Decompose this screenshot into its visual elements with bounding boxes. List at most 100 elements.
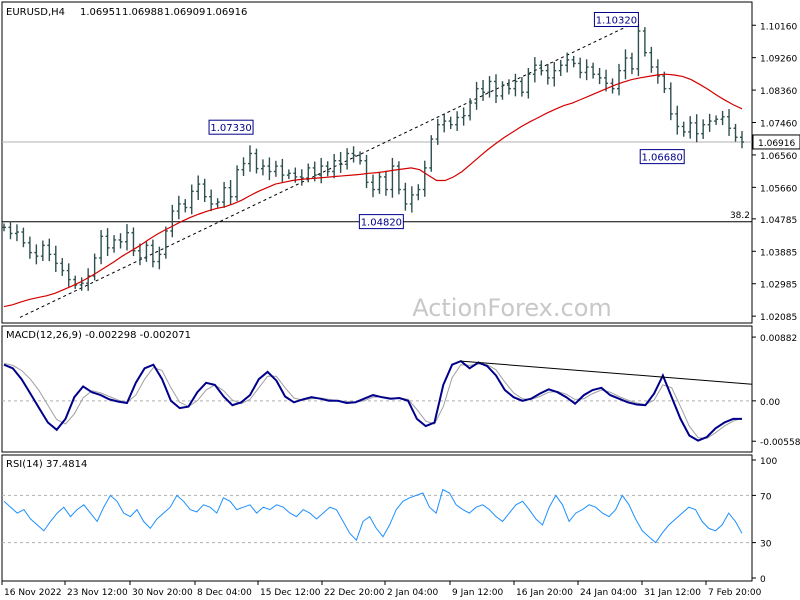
- price-bar: [105, 228, 110, 257]
- price-bar: [468, 98, 473, 121]
- macd-panel-frame: [1, 325, 753, 453]
- price-annotation: 1.04820: [358, 214, 404, 230]
- price-y-tick-label: 1.03885: [760, 248, 797, 258]
- level-38-label: 38.2: [730, 211, 750, 221]
- open-value: 1.06951: [80, 7, 121, 18]
- price-bar: [494, 74, 498, 104]
- price-bar: [99, 230, 104, 265]
- price-bar: [597, 67, 602, 85]
- price-bar: [60, 258, 65, 276]
- price-bar: [319, 157, 324, 184]
- price-bar: [390, 157, 395, 198]
- price-panel-frame: [1, 1, 753, 324]
- price-bar: [157, 246, 162, 270]
- price-bar: [189, 184, 194, 215]
- macd-y-tick-label: -0.005586: [760, 438, 800, 448]
- price-bar: [163, 226, 168, 259]
- price-bar: [571, 55, 576, 68]
- price-bar: [539, 60, 544, 76]
- price-bar: [532, 57, 537, 83]
- price-bar: [325, 161, 330, 177]
- price-annotation-label: 1.04820: [361, 218, 402, 229]
- x-tick-label: 22 Dec 20:00: [324, 588, 385, 598]
- price-bar: [649, 46, 654, 73]
- price-bar: [21, 227, 26, 248]
- price-layer: 38.2 1.10320 1.07330 1.06680 1.04820: [2, 11, 752, 318]
- price-bar: [435, 118, 440, 145]
- price-y-tick-label: 1.04785: [760, 216, 797, 226]
- price-annotation-box: [593, 11, 639, 27]
- price-bar: [584, 59, 589, 81]
- x-tick-label: 16 Jan 20:00: [516, 588, 573, 598]
- price-y-tick-label: 1.02085: [760, 313, 797, 323]
- rsi-y-tick-label: 70: [760, 492, 772, 502]
- price-bar: [144, 241, 149, 262]
- price-bar: [371, 174, 375, 198]
- x-tick-label: 15 Dec 12:00: [260, 588, 321, 598]
- price-bar: [137, 243, 142, 266]
- price-bar: [248, 145, 252, 172]
- price-bar: [170, 204, 175, 238]
- price-bar: [694, 114, 699, 143]
- price-annotation-box: [358, 214, 404, 230]
- price-bar: [267, 157, 272, 181]
- price-bar: [409, 186, 414, 213]
- x-tick-label: 24 Jan 04:00: [580, 588, 637, 598]
- price-bar: [733, 123, 738, 142]
- axis-layer: 1.10160 1.09260 1.08360 1.07460 1.06560 1.056…: [1, 22, 800, 598]
- price-bar: [118, 233, 123, 249]
- high-value: 1.06988: [122, 7, 163, 18]
- price-bar: [176, 195, 181, 220]
- price-bar: [720, 110, 725, 126]
- price-bar: [487, 76, 492, 98]
- price-bar: [260, 159, 265, 176]
- price-bar: [519, 77, 524, 97]
- price-bar: [396, 161, 401, 195]
- price-bar: [286, 169, 291, 179]
- price-y-tick-label: 1.05660: [760, 184, 797, 194]
- price-bar: [591, 62, 596, 79]
- price-bar: [668, 82, 673, 121]
- rsi-y-tick-label: 30: [760, 540, 772, 550]
- price-bar: [383, 170, 388, 196]
- price-bar: [416, 184, 421, 201]
- price-bar: [53, 245, 58, 273]
- price-bar: [500, 81, 505, 100]
- price-bar: [714, 115, 719, 125]
- price-bar: [442, 113, 447, 133]
- price-annotation: 1.10320: [593, 11, 639, 27]
- price-bar: [14, 224, 19, 242]
- price-bar: [655, 59, 660, 84]
- price-bar: [47, 238, 52, 262]
- price-bar: [565, 52, 570, 73]
- price-bar: [364, 154, 369, 189]
- close-value: 1.06916: [206, 7, 247, 18]
- price-bar: [623, 49, 628, 80]
- price-bar: [707, 113, 712, 132]
- rsi-title: RSI(14) 37.4814: [6, 459, 87, 470]
- price-bar: [740, 131, 744, 149]
- price-bar: [86, 268, 91, 291]
- price-bar: [8, 221, 13, 240]
- price-bar: [280, 158, 285, 183]
- price-bar: [681, 121, 686, 137]
- price-bar: [481, 80, 486, 101]
- macd-trendline: [460, 360, 753, 385]
- price-bar: [558, 59, 563, 76]
- price-annotation-label: 1.06680: [642, 153, 683, 164]
- price-bar: [701, 119, 706, 139]
- price-bar: [273, 160, 278, 177]
- price-bar: [351, 146, 356, 163]
- price-bar: [209, 189, 214, 212]
- watermark: ActionForex.com: [412, 294, 612, 322]
- price-bar: [235, 165, 240, 202]
- price-y-tick-label: 1.06560: [760, 152, 797, 162]
- price-bar: [474, 81, 479, 110]
- price-bar: [332, 153, 337, 179]
- macd-y-tick-label: 0.00882: [760, 334, 797, 344]
- price-bar: [27, 236, 32, 259]
- price-bar: [422, 160, 427, 197]
- price-bar: [604, 69, 609, 92]
- price-bar: [338, 152, 343, 173]
- x-tick-label: 31 Jan 12:00: [644, 588, 701, 598]
